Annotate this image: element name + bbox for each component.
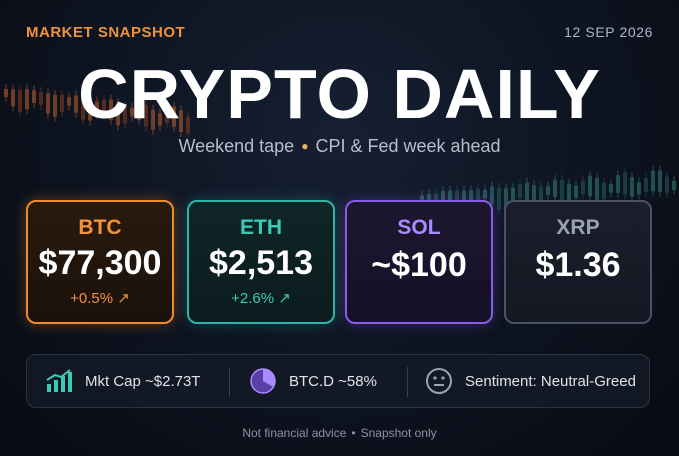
candle-body — [95, 101, 99, 114]
btc-card: BTC $77,300 +0.5% ↗ — [26, 200, 174, 324]
candle-body — [448, 190, 452, 204]
card-symbol: SOL — [397, 216, 441, 239]
footer-disclaimer: Not financial advice — [242, 426, 347, 440]
footer-separator: • — [351, 426, 356, 440]
subtitle-left: Weekend tape — [178, 136, 295, 156]
pie-chart-icon — [250, 368, 276, 394]
candle-body — [151, 109, 155, 130]
candle-body — [186, 116, 190, 134]
candle-body — [567, 183, 571, 204]
candle-body — [574, 185, 578, 198]
candle-body — [11, 89, 15, 107]
candle-body — [630, 176, 634, 197]
candle-body — [665, 176, 669, 193]
candle-body — [483, 189, 487, 199]
btc-dominance-stat: BTC.D ~58% — [249, 355, 377, 407]
stat-divider — [229, 367, 230, 397]
candle-body — [32, 90, 36, 103]
candle-body — [74, 95, 78, 113]
candle-body — [490, 186, 494, 204]
candle-body — [616, 175, 620, 193]
candle-body — [644, 178, 648, 192]
candle-body — [46, 93, 50, 114]
candle-body — [497, 187, 501, 210]
candle-body — [504, 188, 508, 209]
snapshot-date: 12 SEP 2026 — [564, 24, 653, 40]
card-price: $1.36 — [535, 246, 621, 284]
candle-body — [511, 187, 515, 201]
candle-body — [53, 94, 57, 117]
candle-body — [39, 92, 43, 105]
section-label: MARKET SNAPSHOT — [26, 24, 186, 41]
candle-body — [602, 182, 606, 200]
bar-chart-up-icon — [46, 369, 72, 392]
card-price: $2,513 — [209, 244, 313, 282]
candle-body — [144, 104, 148, 127]
card-price: ~$100 — [371, 246, 467, 284]
candle-body — [18, 90, 22, 112]
xrp-card: XRP $1.36 — [504, 200, 652, 324]
candle-body — [25, 89, 29, 110]
candle-body — [581, 180, 585, 194]
candle-body — [137, 102, 141, 121]
subtitle-right: CPI & Fed week ahead — [315, 136, 501, 156]
candle-body — [672, 180, 676, 190]
candle-body — [165, 109, 169, 124]
candle-body — [560, 179, 564, 202]
card-price: $77,300 — [38, 244, 162, 282]
candle-body — [595, 178, 599, 200]
candle-body — [88, 100, 92, 121]
candle-body — [546, 186, 550, 195]
candle-body — [172, 106, 176, 127]
market-cap-stat: Mkt Cap ~$2.73T — [45, 355, 200, 407]
candle-body — [420, 195, 424, 204]
candle-body — [60, 95, 64, 112]
candle-body — [637, 182, 641, 195]
candle-body — [658, 170, 662, 193]
sentiment-text: Sentiment: Neutral-Greed — [465, 372, 636, 390]
candle-body — [553, 179, 557, 198]
candle-body — [539, 186, 543, 204]
candle-body — [123, 106, 127, 124]
candle-body — [588, 175, 592, 197]
candle-body — [116, 103, 120, 126]
stats-bar: Mkt Cap ~$2.73T BTC.D ~58% Sentiment: Ne… — [26, 354, 650, 408]
candle-body — [130, 107, 134, 117]
candle-body — [525, 182, 529, 204]
footer: Not financial advice • Snapshot only — [0, 426, 679, 440]
candle-body — [651, 170, 655, 192]
btc-dominance-text: BTC.D ~58% — [289, 372, 377, 390]
candle-body — [518, 184, 522, 198]
sentiment-stat: Sentiment: Neutral-Greed — [425, 355, 636, 407]
candle-body — [623, 172, 627, 195]
sol-card: SOL ~$100 — [345, 200, 493, 324]
candle-body — [455, 190, 459, 204]
candle-body — [4, 89, 8, 97]
candle-body — [179, 110, 183, 132]
candle-body — [609, 184, 613, 193]
candle-body — [67, 97, 71, 106]
card-symbol: BTC — [78, 216, 122, 239]
neutral-face-icon — [426, 368, 452, 394]
candle-body — [532, 185, 536, 207]
page-title: CRYPTO DAILY — [78, 55, 601, 133]
card-change: +0.5% ↗ — [70, 290, 130, 307]
candle-body — [109, 99, 113, 120]
candle-body — [102, 99, 106, 113]
card-change: +2.6% ↗ — [231, 290, 291, 307]
subtitle: Weekend tape ● CPI & Fed week ahead — [0, 136, 679, 157]
separator-dot: ● — [301, 139, 309, 153]
stat-divider — [407, 367, 408, 397]
candle-body — [81, 98, 85, 120]
card-symbol: XRP — [556, 216, 600, 239]
candle-body — [158, 113, 162, 126]
footer-note: Snapshot only — [360, 426, 437, 440]
candle-body — [476, 189, 480, 206]
card-symbol: ETH — [240, 216, 282, 239]
market-cap-text: Mkt Cap ~$2.73T — [85, 372, 201, 390]
eth-card: ETH $2,513 +2.6% ↗ — [187, 200, 335, 324]
